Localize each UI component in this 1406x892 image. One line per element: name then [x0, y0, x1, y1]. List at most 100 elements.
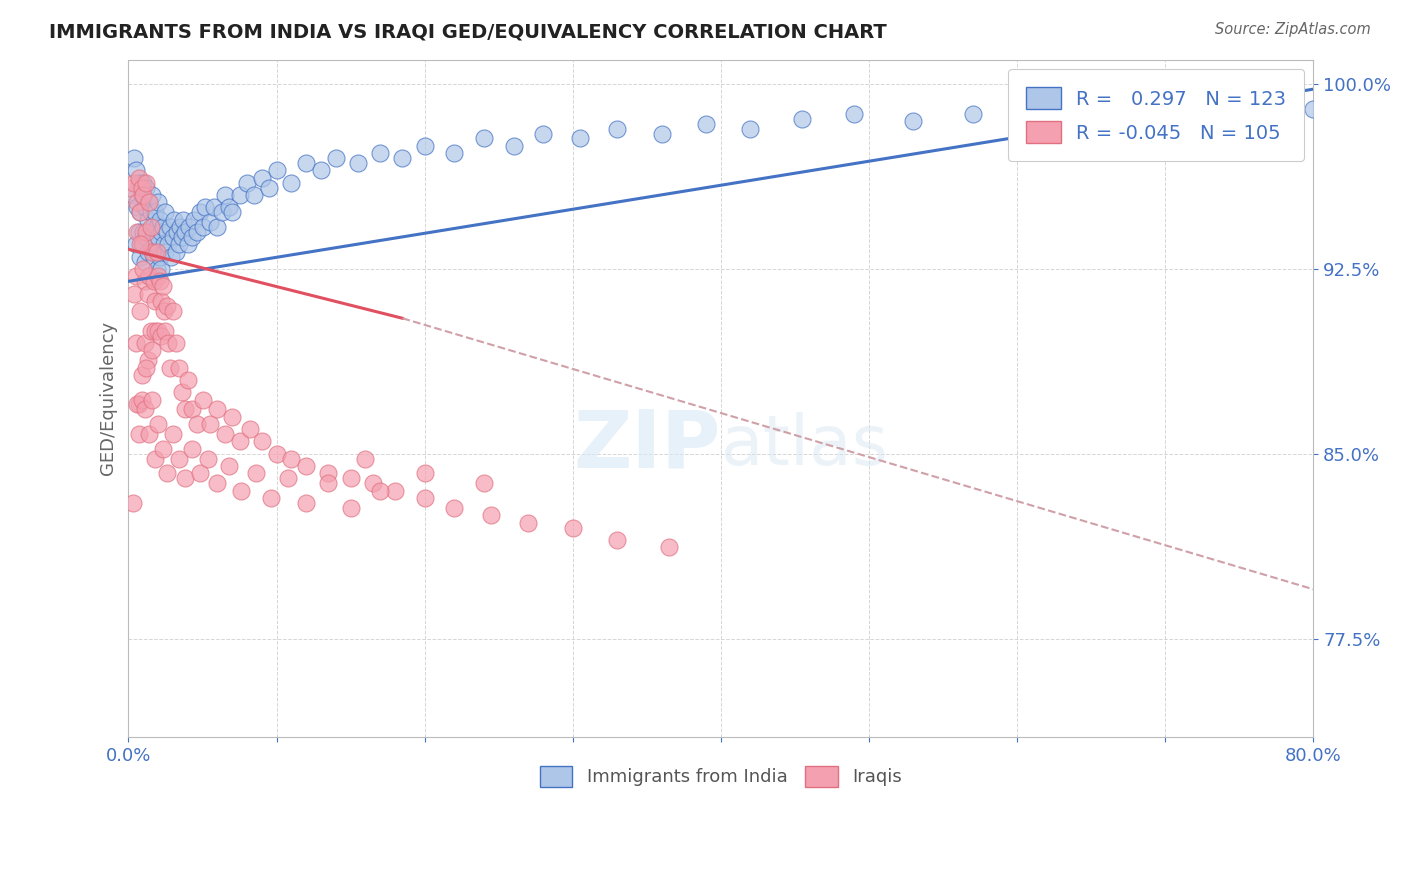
Point: [141, 230, 163, 244]
Point: [280, 451, 302, 466]
Point: [165, 244, 187, 259]
Point: [325, 151, 347, 165]
Point: [132, 225, 155, 239]
Point: [136, 244, 159, 259]
Point: [1021, 102, 1043, 116]
Point: [318, 467, 340, 481]
Point: [134, 402, 156, 417]
Point: [132, 176, 155, 190]
Point: [361, 476, 384, 491]
Point: [153, 237, 176, 252]
Point: [143, 205, 166, 219]
Point: [179, 220, 201, 235]
Point: [159, 360, 181, 375]
Point: [173, 402, 195, 417]
Point: [153, 304, 176, 318]
Point: [844, 107, 866, 121]
Point: [318, 476, 340, 491]
Point: [266, 163, 288, 178]
Point: [228, 434, 250, 449]
Text: Source: ZipAtlas.com: Source: ZipAtlas.com: [1215, 22, 1371, 37]
Point: [136, 212, 159, 227]
Point: [146, 195, 169, 210]
Point: [132, 262, 155, 277]
Point: [221, 409, 243, 424]
Point: [138, 195, 160, 210]
Point: [122, 496, 145, 510]
Point: [517, 516, 540, 530]
Point: [145, 262, 167, 277]
Point: [132, 237, 155, 252]
Point: [142, 250, 165, 264]
Point: [266, 447, 288, 461]
Point: [183, 212, 205, 227]
Point: [188, 467, 211, 481]
Point: [651, 127, 673, 141]
Point: [277, 471, 299, 485]
Legend: Immigrants from India, Iraqis: Immigrants from India, Iraqis: [530, 757, 911, 796]
Point: [250, 170, 273, 185]
Point: [186, 417, 208, 432]
Point: [162, 304, 184, 318]
Point: [239, 422, 262, 436]
Point: [695, 117, 717, 131]
Point: [172, 212, 194, 227]
Point: [181, 230, 204, 244]
Point: [280, 176, 302, 190]
Point: [295, 496, 318, 510]
Point: [257, 180, 280, 194]
Point: [198, 215, 221, 229]
Point: [606, 533, 628, 547]
Point: [218, 201, 240, 215]
Point: [531, 127, 554, 141]
Point: [472, 131, 495, 145]
Point: [229, 483, 252, 498]
Point: [443, 500, 465, 515]
Text: IMMIGRANTS FROM INDIA VS IRAQI GED/EQUIVALENCY CORRELATION CHART: IMMIGRANTS FROM INDIA VS IRAQI GED/EQUIV…: [49, 22, 887, 41]
Point: [502, 138, 524, 153]
Point: [903, 114, 925, 128]
Point: [155, 244, 177, 259]
Point: [221, 205, 243, 219]
Point: [479, 508, 502, 523]
Point: [243, 188, 266, 202]
Point: [354, 451, 377, 466]
Point: [135, 360, 157, 375]
Point: [125, 269, 148, 284]
Point: [569, 131, 592, 145]
Point: [162, 427, 184, 442]
Point: [792, 112, 814, 126]
Point: [152, 279, 174, 293]
Point: [128, 170, 150, 185]
Point: [131, 188, 153, 202]
Point: [155, 205, 177, 219]
Point: [125, 163, 148, 178]
Point: [146, 230, 169, 244]
Point: [131, 392, 153, 407]
Point: [129, 205, 152, 219]
Point: [134, 254, 156, 268]
Point: [170, 230, 193, 244]
Point: [143, 293, 166, 308]
Point: [309, 163, 332, 178]
Point: [157, 335, 180, 350]
Point: [128, 225, 150, 239]
Point: [163, 212, 186, 227]
Point: [245, 467, 267, 481]
Point: [131, 180, 153, 194]
Point: [1154, 107, 1177, 121]
Point: [339, 500, 361, 515]
Point: [391, 151, 413, 165]
Point: [127, 225, 149, 239]
Point: [202, 201, 225, 215]
Point: [368, 483, 391, 498]
Point: [139, 220, 162, 235]
Point: [413, 467, 436, 481]
Point: [136, 353, 159, 368]
Point: [962, 107, 984, 121]
Point: [368, 146, 391, 161]
Point: [413, 138, 436, 153]
Point: [152, 442, 174, 456]
Point: [138, 427, 160, 442]
Point: [131, 368, 153, 382]
